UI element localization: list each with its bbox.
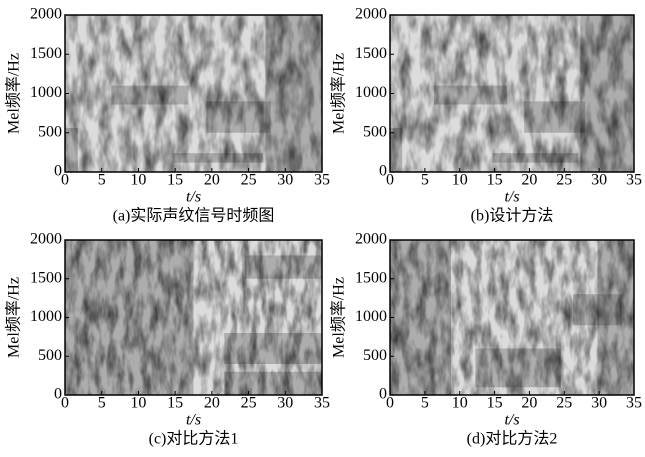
- x-axis-label: t/s: [504, 189, 519, 206]
- x-tick-label: 5: [98, 395, 106, 412]
- x-tick-label: 25: [241, 395, 257, 412]
- x-tick-label: 0: [386, 172, 394, 189]
- spectrogram-texture: [65, 15, 322, 172]
- y-tick-label: 1000: [355, 84, 387, 101]
- x-tick-label: 30: [277, 172, 293, 189]
- caption: (b)设计方法: [471, 207, 554, 225]
- spectrogram-texture: [390, 240, 634, 395]
- x-tick-label: 35: [314, 172, 330, 189]
- y-tick-label: 2000: [30, 6, 62, 23]
- y-tick-label: 1500: [355, 45, 387, 62]
- x-tick-label: 25: [241, 172, 257, 189]
- y-tick-label: 0: [54, 163, 62, 180]
- y-tick-label: 500: [38, 347, 62, 364]
- x-tick-label: 15: [167, 172, 183, 189]
- y-tick-label: 2000: [355, 6, 387, 23]
- x-axis-label: t/s: [186, 412, 201, 429]
- y-tick-label: 500: [363, 123, 387, 140]
- x-tick-label: 35: [626, 395, 642, 412]
- y-tick-label: 1000: [30, 308, 62, 325]
- x-tick-label: 25: [556, 395, 572, 412]
- x-tick-label: 0: [61, 395, 69, 412]
- x-tick-label: 30: [591, 172, 607, 189]
- x-tick-label: 0: [386, 395, 394, 412]
- x-axis-label: t/s: [504, 412, 519, 429]
- y-tick-label: 500: [363, 347, 387, 364]
- x-tick-label: 35: [626, 172, 642, 189]
- x-tick-label: 30: [277, 395, 293, 412]
- y-tick-label: 1500: [30, 269, 62, 286]
- x-tick-label: 10: [452, 172, 468, 189]
- y-axis-label: Mel频率/Hz: [5, 53, 23, 134]
- y-tick-label: 2000: [30, 231, 62, 248]
- x-tick-label: 30: [591, 395, 607, 412]
- x-tick-label: 10: [130, 395, 146, 412]
- x-tick-label: 20: [204, 395, 220, 412]
- caption: (d)对比方法2: [467, 430, 558, 448]
- x-tick-label: 20: [521, 172, 537, 189]
- y-axis-label: Mel频率/Hz: [330, 277, 348, 358]
- x-tick-label: 10: [452, 395, 468, 412]
- y-tick-label: 1000: [355, 308, 387, 325]
- y-tick-label: 1500: [355, 269, 387, 286]
- x-tick-label: 35: [314, 395, 330, 412]
- y-tick-label: 0: [379, 163, 387, 180]
- x-tick-label: 10: [130, 172, 146, 189]
- x-tick-label: 5: [98, 172, 106, 189]
- y-axis-label: Mel频率/Hz: [5, 277, 23, 358]
- y-tick-label: 1500: [30, 45, 62, 62]
- x-tick-label: 20: [204, 172, 220, 189]
- y-tick-label: 500: [38, 123, 62, 140]
- spectrogram-texture: [390, 15, 634, 172]
- spectrogram-texture: [65, 240, 322, 395]
- x-tick-label: 20: [521, 395, 537, 412]
- y-tick-label: 0: [54, 386, 62, 403]
- caption: (c)对比方法1: [149, 430, 239, 448]
- caption: (a)实际声纹信号时频图: [113, 207, 275, 225]
- x-tick-label: 5: [421, 395, 429, 412]
- x-axis-label: t/s: [186, 189, 201, 206]
- x-tick-label: 15: [487, 172, 503, 189]
- y-axis-label: Mel频率/Hz: [330, 53, 348, 134]
- y-tick-label: 0: [379, 386, 387, 403]
- x-tick-label: 0: [61, 172, 69, 189]
- x-tick-label: 15: [487, 395, 503, 412]
- y-tick-label: 2000: [355, 231, 387, 248]
- x-tick-label: 25: [556, 172, 572, 189]
- y-tick-label: 1000: [30, 84, 62, 101]
- x-tick-label: 5: [421, 172, 429, 189]
- x-tick-label: 15: [167, 395, 183, 412]
